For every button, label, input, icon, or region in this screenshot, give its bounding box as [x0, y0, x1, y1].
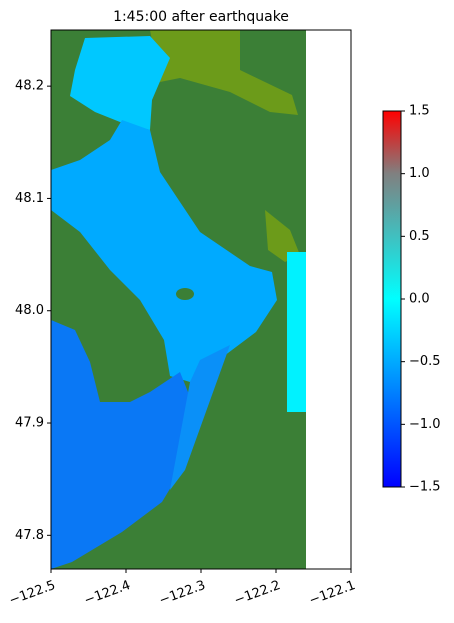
map-image: [51, 30, 306, 569]
x-tick-label: −122.4: [82, 578, 132, 609]
water: [170, 345, 230, 490]
x-tick-label: −122.2: [232, 578, 282, 609]
colorbar-tick-label: 0.5: [409, 229, 430, 244]
shallow-area: [265, 210, 300, 262]
y-tick-label: 47.9: [15, 416, 44, 431]
colorbar: [382, 110, 402, 488]
water: [51, 120, 277, 382]
chart-title: 1:45:00 after earthquake: [113, 9, 289, 25]
island: [176, 288, 194, 300]
shallow-area: [150, 30, 298, 115]
colorbar-tick-label: −1.0: [409, 417, 441, 432]
y-tick-label: 48.2: [15, 79, 44, 94]
water: [287, 252, 306, 412]
y-tick-label: 48.1: [15, 191, 44, 206]
colorbar-tick-label: −0.5: [409, 354, 441, 369]
colorbar-tick-label: 0.0: [409, 292, 430, 307]
x-tick-label: −122.1: [307, 578, 357, 609]
water: [51, 320, 192, 569]
colorbar-tick-label: 1.0: [409, 166, 430, 181]
y-tick-label: 47.8: [15, 528, 44, 543]
x-tick-label: −122.3: [157, 578, 207, 609]
colorbar-tick-label: −1.5: [409, 480, 441, 495]
y-tick-label: 48.0: [15, 303, 44, 318]
colorbar-tick-label: 1.5: [409, 104, 430, 119]
water: [70, 36, 170, 130]
x-tick-label: −122.5: [7, 578, 57, 609]
